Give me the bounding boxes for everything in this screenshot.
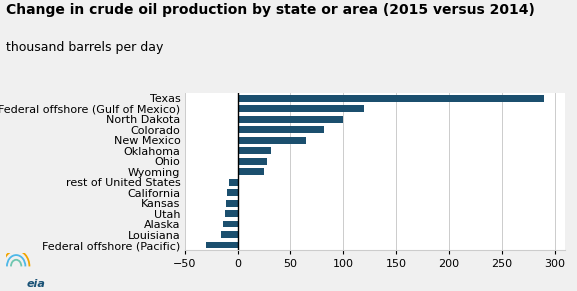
Bar	[226, 200, 238, 207]
Bar	[229, 179, 238, 186]
Bar	[238, 95, 544, 102]
Bar	[225, 210, 238, 217]
Bar	[220, 231, 238, 238]
Bar	[238, 116, 343, 123]
Bar	[238, 126, 324, 133]
Text: eia: eia	[27, 279, 45, 289]
Text: Change in crude oil production by state or area (2015 versus 2014): Change in crude oil production by state …	[6, 3, 535, 17]
Bar	[238, 147, 271, 154]
Bar	[227, 189, 238, 196]
Text: thousand barrels per day: thousand barrels per day	[6, 41, 163, 54]
Bar	[238, 105, 365, 112]
Bar	[238, 168, 264, 175]
Bar	[206, 242, 238, 249]
Bar	[238, 137, 306, 144]
Bar	[223, 221, 238, 228]
Bar	[238, 158, 267, 165]
